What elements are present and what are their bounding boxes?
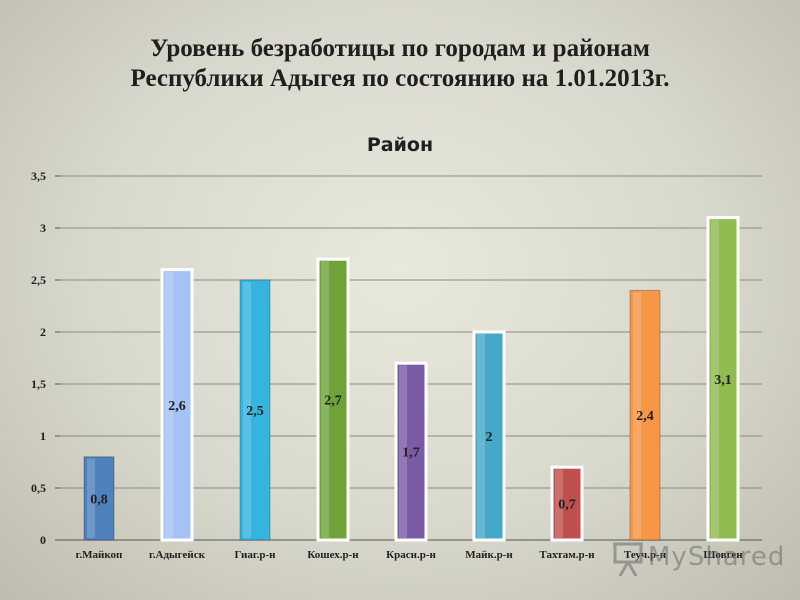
x-tick-label: Красн.р-н [386, 549, 436, 561]
x-tick-label: Шовген [703, 549, 743, 561]
x-tick-label: г.Майкоп [76, 549, 123, 561]
bar-highlight [321, 261, 329, 538]
bar-value-label: 2,5 [246, 404, 264, 419]
bar-highlight [633, 292, 641, 538]
y-tick-label: 2 [40, 325, 46, 339]
y-tick-label: 0 [40, 533, 46, 547]
data-labels: 0,8 2,6 2,5 2,7 1,7 2 0,7 2,4 3,1 [90, 373, 732, 513]
y-tick-label: 3 [40, 221, 46, 235]
presentation-board-icon [613, 542, 643, 577]
slide-title-line-1: Уровень безработицы по городам и районам [150, 35, 650, 62]
bar-value-label: 2,4 [636, 409, 654, 424]
x-tick-label: Тахтам.р-н [539, 549, 595, 561]
bar [239, 279, 271, 541]
y-tick-label: 3,5 [31, 169, 46, 183]
y-tick-label: 1,5 [31, 377, 46, 391]
bar-value-label: 0,8 [90, 492, 108, 507]
bar-highlight [87, 458, 95, 538]
bar [83, 456, 115, 541]
bar [472, 330, 506, 542]
bar-highlight [243, 282, 251, 538]
watermark-text: MyShared [648, 542, 786, 572]
bar [160, 268, 194, 542]
y-tick-label: 2,5 [31, 273, 46, 287]
y-tick-label: 1 [40, 429, 46, 443]
x-tick-label: г.Адыгейск [149, 549, 206, 561]
x-axis-ticks: г.Майкоп г.Адыгейск Гиаг.р-н Кошех.р-н Красн… [76, 549, 744, 561]
slide-title-line-2: Республики Адыгея по состоянию на 1.01.2… [130, 65, 670, 92]
bar [706, 216, 740, 542]
bar-value-label: 3,1 [714, 373, 732, 388]
x-tick-label: Кошех.р-н [307, 549, 359, 561]
slide-title: Уровень безработицы по городам и районам… [0, 34, 800, 94]
chart-title: Район [366, 134, 434, 156]
bar-highlight [477, 334, 485, 538]
x-tick-label: Гиаг.р-н [234, 549, 276, 561]
bar-value-label: 1,7 [402, 446, 420, 461]
bar-highlight [555, 469, 563, 538]
bar [550, 465, 584, 542]
bar [629, 289, 661, 541]
bar-value-label: 2,6 [168, 399, 186, 414]
bar-value-label: 2 [486, 430, 493, 445]
y-tick-label: 0,5 [31, 481, 46, 495]
x-tick-label: Теуч.р-н [624, 549, 667, 561]
bar [316, 257, 350, 542]
bar-highlight [165, 271, 173, 538]
bar [394, 361, 428, 542]
bar-value-label: 2,7 [324, 394, 342, 409]
bars [83, 216, 740, 542]
bar-value-label: 0,7 [558, 498, 576, 513]
y-axis-ticks: 0 0,5 1 1,5 2 2,5 3 3,5 [31, 169, 60, 547]
x-tick-label: Майк.р-н [465, 549, 513, 561]
watermark: MyShared [612, 540, 784, 580]
bar-highlight [399, 365, 407, 538]
bar-highlight [711, 219, 719, 538]
